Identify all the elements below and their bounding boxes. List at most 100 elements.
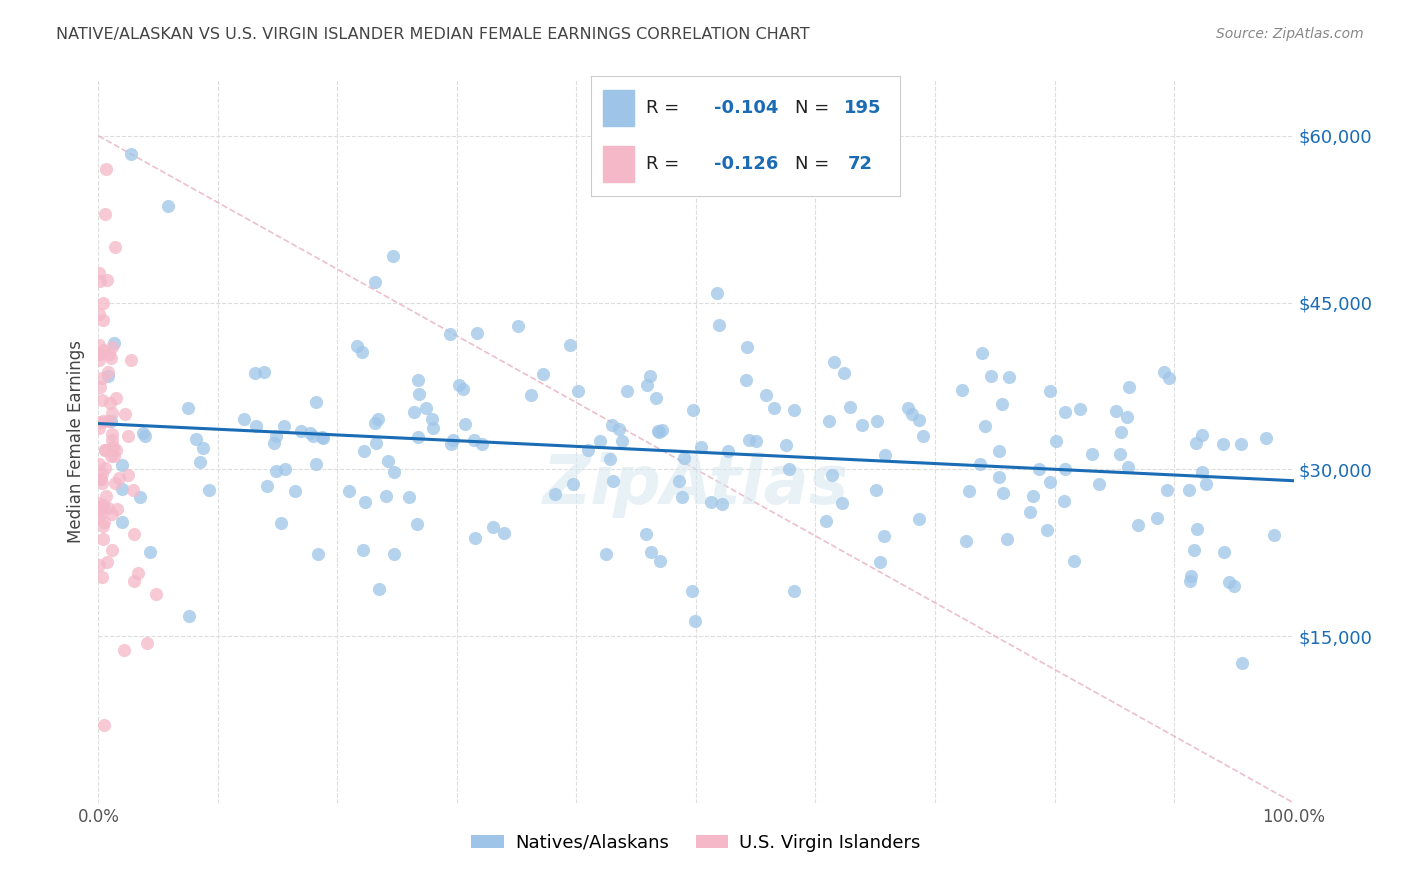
Point bbox=[89, 379, 111, 393]
Point bbox=[1230, 436, 1253, 450]
Text: Source: ZipAtlas.com: Source: ZipAtlas.com bbox=[1216, 27, 1364, 41]
Point bbox=[100, 351, 122, 366]
Point bbox=[818, 414, 841, 428]
Point bbox=[1088, 477, 1111, 491]
Point bbox=[406, 373, 429, 387]
Point bbox=[645, 391, 668, 405]
Point bbox=[991, 397, 1014, 411]
Point bbox=[104, 443, 127, 458]
Point bbox=[420, 412, 443, 426]
Text: R =: R = bbox=[647, 154, 679, 173]
Text: N =: N = bbox=[794, 154, 830, 173]
Point bbox=[132, 426, 155, 441]
Point bbox=[492, 525, 515, 540]
Point bbox=[464, 531, 486, 545]
Point bbox=[311, 430, 333, 444]
Point bbox=[91, 467, 114, 482]
Point bbox=[103, 336, 125, 351]
Y-axis label: Median Female Earnings: Median Female Earnings bbox=[67, 340, 86, 543]
Point bbox=[467, 326, 489, 340]
Point bbox=[256, 478, 278, 492]
Point bbox=[763, 401, 786, 415]
Point bbox=[101, 440, 124, 454]
Point bbox=[1254, 432, 1277, 446]
Point bbox=[408, 387, 430, 401]
Point bbox=[87, 307, 110, 321]
Point bbox=[273, 461, 295, 475]
Point bbox=[471, 437, 494, 451]
Point bbox=[382, 465, 405, 479]
Point bbox=[1118, 379, 1140, 393]
Point bbox=[104, 391, 127, 405]
Point bbox=[1028, 462, 1050, 476]
Point bbox=[134, 428, 156, 442]
Point bbox=[567, 384, 589, 398]
Point bbox=[610, 434, 633, 449]
Point bbox=[91, 500, 114, 515]
Point bbox=[253, 365, 276, 379]
Point bbox=[264, 464, 287, 478]
Point bbox=[1039, 384, 1062, 398]
Point bbox=[198, 483, 221, 497]
Point bbox=[91, 532, 114, 546]
Point bbox=[406, 430, 429, 444]
Point bbox=[398, 490, 420, 504]
Point bbox=[89, 472, 111, 486]
Point bbox=[531, 368, 554, 382]
Point bbox=[117, 468, 139, 483]
Point bbox=[91, 392, 114, 407]
Point bbox=[87, 338, 110, 352]
Point bbox=[685, 614, 707, 628]
Point bbox=[87, 266, 110, 280]
Point bbox=[103, 449, 125, 463]
Point bbox=[1185, 522, 1208, 536]
Point bbox=[93, 515, 115, 529]
Point bbox=[689, 440, 711, 454]
Point bbox=[1116, 460, 1139, 475]
Point bbox=[104, 475, 127, 490]
Point bbox=[682, 403, 704, 417]
Point bbox=[640, 545, 662, 559]
Point bbox=[91, 313, 114, 327]
Text: -0.104: -0.104 bbox=[714, 99, 779, 118]
Point bbox=[89, 457, 111, 471]
Point bbox=[1178, 574, 1201, 589]
Point bbox=[648, 554, 671, 568]
Point bbox=[907, 413, 929, 427]
Point bbox=[97, 414, 120, 428]
Point bbox=[988, 470, 1011, 484]
Point bbox=[354, 494, 377, 508]
Point bbox=[1022, 489, 1045, 503]
Point bbox=[97, 364, 120, 378]
Point bbox=[737, 339, 759, 353]
Point bbox=[1146, 511, 1168, 525]
Point bbox=[1223, 579, 1246, 593]
Point bbox=[93, 442, 115, 457]
Point bbox=[595, 548, 617, 562]
Point bbox=[1218, 574, 1240, 589]
Point bbox=[270, 516, 292, 530]
Point bbox=[1212, 437, 1234, 451]
Point bbox=[87, 558, 110, 573]
Point bbox=[995, 532, 1018, 546]
Point bbox=[1063, 554, 1085, 568]
Point bbox=[94, 443, 117, 458]
Point bbox=[406, 517, 429, 532]
Point bbox=[638, 369, 661, 384]
Point bbox=[1111, 425, 1133, 439]
Point bbox=[1195, 477, 1218, 491]
Point bbox=[97, 500, 120, 515]
Point bbox=[482, 520, 505, 534]
Point bbox=[364, 276, 387, 290]
Point bbox=[366, 435, 388, 450]
Point bbox=[576, 442, 599, 457]
Point bbox=[869, 555, 891, 569]
Point bbox=[96, 273, 118, 287]
Point bbox=[135, 636, 157, 650]
Point bbox=[969, 457, 991, 471]
Point bbox=[415, 401, 437, 416]
Point bbox=[957, 484, 980, 499]
Point bbox=[544, 487, 567, 501]
Point bbox=[851, 418, 873, 433]
Point bbox=[609, 422, 631, 436]
